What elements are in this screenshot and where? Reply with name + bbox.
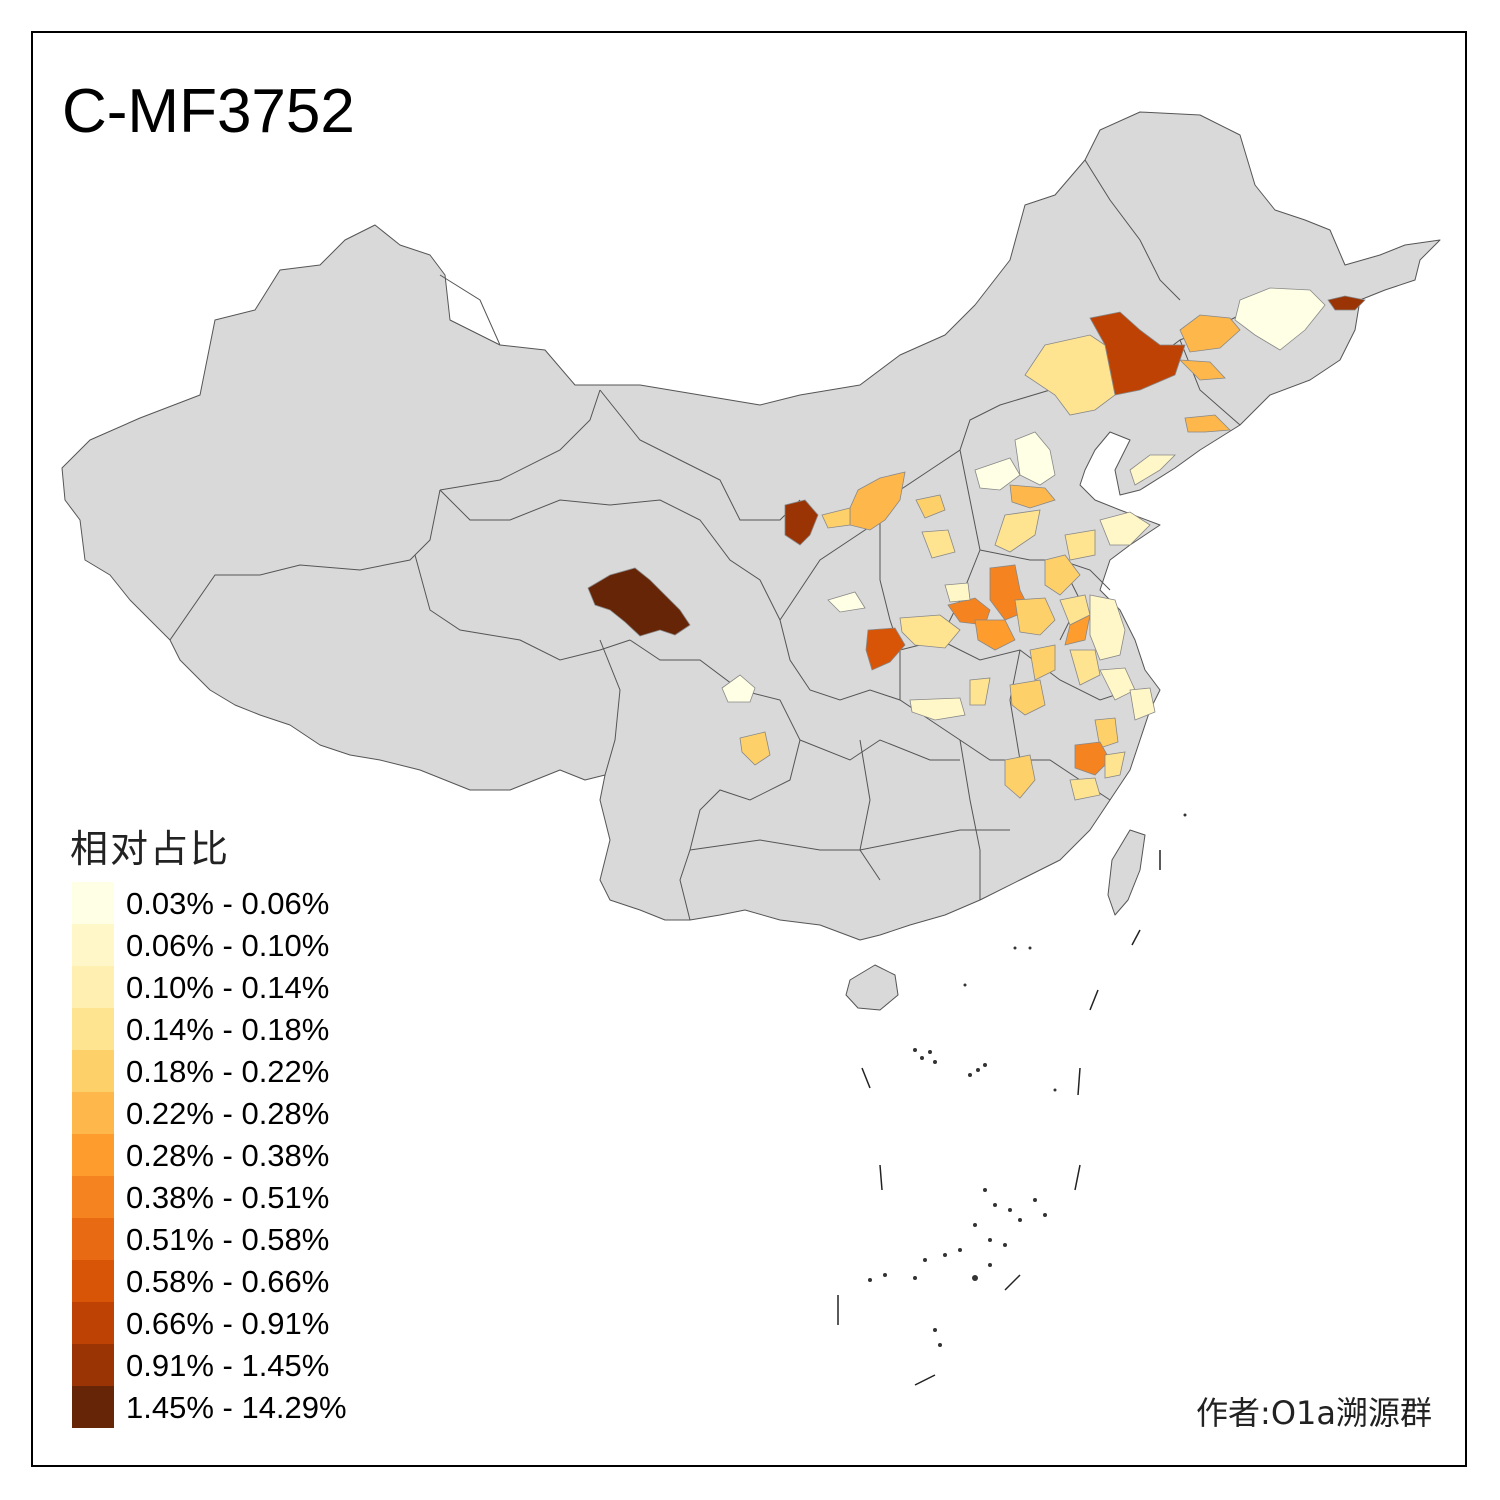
legend-label: 1.45% - 14.29% [126, 1390, 347, 1425]
legend-label: 0.18% - 0.22% [126, 1054, 330, 1089]
legend-label: 0.38% - 0.51% [126, 1180, 330, 1215]
legend-swatch [72, 1344, 114, 1386]
legend-item: 1.45% - 14.29% [72, 1386, 392, 1428]
legend-label: 0.58% - 0.66% [126, 1264, 330, 1299]
highlighted-regions [587, 287, 1366, 801]
legend-swatch [72, 966, 114, 1008]
legend-item: 0.03% - 0.06% [72, 882, 392, 924]
author-credit: 作者:O1a溯源群 [1196, 1394, 1432, 1432]
legend-item: 0.58% - 0.66% [72, 1260, 392, 1302]
legend-label: 0.28% - 0.38% [126, 1138, 330, 1173]
legend-label: 0.22% - 0.28% [126, 1096, 330, 1131]
legend-item: 0.18% - 0.22% [72, 1050, 392, 1092]
legend-item: 0.51% - 0.58% [72, 1218, 392, 1260]
taiwan [1107, 829, 1146, 916]
legend-swatch [72, 1008, 114, 1050]
legend-swatch [72, 882, 114, 924]
map-frame [31, 31, 1467, 1467]
legend-swatch [72, 1176, 114, 1218]
legend-swatch [72, 1134, 114, 1176]
legend: 0.03% - 0.06% 0.06% - 0.10% 0.10% - 0.14… [72, 882, 392, 1428]
legend-swatch [72, 1050, 114, 1092]
legend-label: 0.10% - 0.14% [126, 970, 330, 1005]
map-title: C-MF3752 [62, 77, 355, 146]
legend-swatch [72, 1302, 114, 1344]
mainland-china [61, 111, 1441, 941]
south-china-sea-islands [837, 813, 1187, 1386]
legend-item: 0.22% - 0.28% [72, 1092, 392, 1134]
legend-label: 0.06% - 0.10% [126, 928, 330, 963]
province-borders [169, 159, 1300, 921]
legend-label: 0.51% - 0.58% [126, 1222, 330, 1257]
legend-label: 0.91% - 1.45% [126, 1348, 330, 1383]
legend-item: 0.06% - 0.10% [72, 924, 392, 966]
legend-label: 0.14% - 0.18% [126, 1012, 330, 1047]
legend-item: 0.14% - 0.18% [72, 1008, 392, 1050]
legend-label: 0.03% - 0.06% [126, 886, 330, 921]
legend-swatch [72, 1218, 114, 1260]
legend-label: 0.66% - 0.91% [126, 1306, 330, 1341]
legend-item: 0.66% - 0.91% [72, 1302, 392, 1344]
legend-item: 0.38% - 0.51% [72, 1176, 392, 1218]
legend-title: 相对占比 [70, 827, 231, 871]
legend-item: 0.28% - 0.38% [72, 1134, 392, 1176]
hainan [845, 964, 899, 1011]
legend-swatch [72, 1260, 114, 1302]
legend-item: 0.10% - 0.14% [72, 966, 392, 1008]
legend-swatch [72, 1386, 114, 1428]
legend-swatch [72, 1092, 114, 1134]
legend-item: 0.91% - 1.45% [72, 1344, 392, 1386]
legend-swatch [72, 924, 114, 966]
